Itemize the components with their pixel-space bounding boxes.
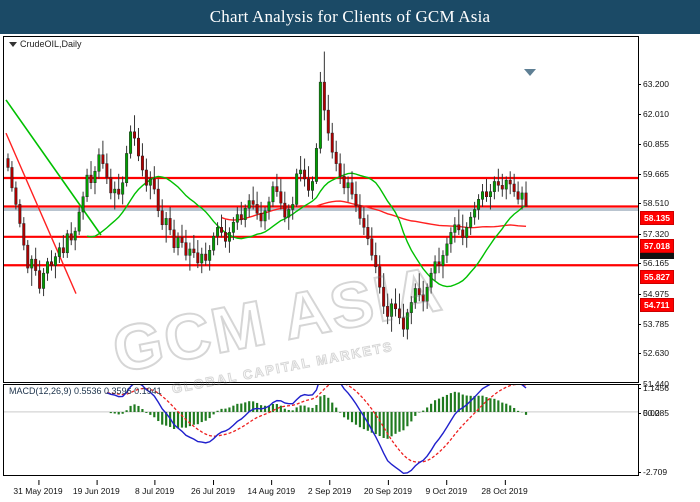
price-chart-panel[interactable]: CrudeOIL,Daily <box>3 36 639 383</box>
price-axis-tick: 59.665 <box>638 169 669 179</box>
macd-label-text: MACD(12,26,9) 0.5536 0.3596 0.1941 <box>9 386 162 396</box>
price-level-badge[interactable]: 58.135 <box>640 211 674 226</box>
price-axis-tick: 52.630 <box>638 348 669 358</box>
chevron-down-icon[interactable] <box>9 41 17 47</box>
macd-axis-tick: 1.1456 <box>638 383 669 393</box>
date-axis-tick: 9 Oct 2019 <box>425 480 468 496</box>
price-axis-tick: 57.320 <box>638 229 669 239</box>
page-header: Chart Analysis for Clients of GCM Asia <box>0 0 700 34</box>
price-level-badge[interactable]: 57.018 <box>640 239 674 254</box>
symbol-label-text: CrudeOIL,Daily <box>20 39 82 49</box>
page-title: Chart Analysis for Clients of GCM Asia <box>209 7 491 26</box>
macd-axis-tick: -2.709 <box>638 467 667 477</box>
chart-area: GCM ASIA GLOBAL CAPITAL MARKETS CrudeOIL… <box>0 34 700 500</box>
date-axis-tick: 31 May 2019 <box>13 480 63 496</box>
date-axis-tick: 28 Oct 2019 <box>481 480 528 496</box>
date-axis-tick: 26 Jul 2019 <box>190 480 235 496</box>
date-axis-tick: 20 Sep 2019 <box>363 480 413 496</box>
date-axis-tick: 19 Jun 2019 <box>72 480 120 496</box>
price-level-badge[interactable]: 55.827 <box>640 269 674 284</box>
price-axis: 63.200 62.010 60.855 59.665 58.510 57.320 56.1… <box>638 70 700 482</box>
macd-svg <box>4 385 638 475</box>
price-axis-tick: 63.200 <box>638 79 669 89</box>
chart-marker-icon <box>524 69 536 76</box>
price-candlestick-svg <box>4 51 638 340</box>
date-axis-tick: 2 Sep 2019 <box>307 480 352 496</box>
price-axis-tick: 54.975 <box>638 289 669 299</box>
price-axis-tick: 56.165 <box>638 258 669 268</box>
symbol-selector[interactable]: CrudeOIL,Daily <box>9 39 82 49</box>
price-axis-tick: 60.855 <box>638 139 669 149</box>
price-axis-tick: 58.510 <box>638 198 669 208</box>
price-level-badge[interactable]: 54.711 <box>640 298 674 313</box>
date-axis: 31 May 2019 19 Jun 2019 8 Jul 2019 26 Jul 2… <box>0 480 700 502</box>
price-axis-tick: 53.785 <box>638 319 669 329</box>
date-axis-tick: 14 Aug 2019 <box>247 480 296 496</box>
price-axis-tick: 62.010 <box>638 109 669 119</box>
date-axis-tick: 8 Jul 2019 <box>135 480 175 496</box>
macd-axis-tick: 0.00 <box>638 408 660 418</box>
macd-indicator-panel[interactable]: MACD(12,26,9) 0.5536 0.3596 0.1941 <box>3 384 639 476</box>
price-axis-tick: 51.440 <box>638 379 669 389</box>
